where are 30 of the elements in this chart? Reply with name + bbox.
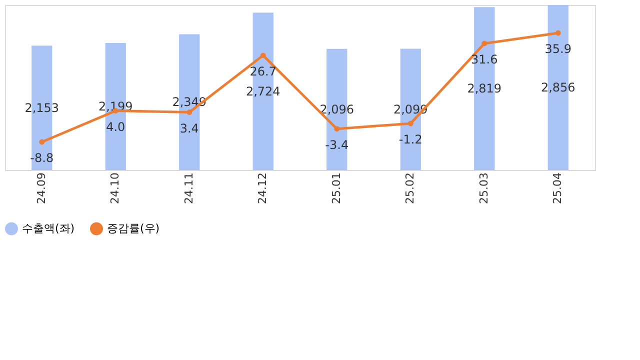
data-label: -1.2: [398, 132, 422, 146]
data-label: -8.8: [30, 151, 54, 165]
x-tick-label: 25.04: [551, 172, 564, 204]
point: [408, 120, 414, 126]
x-tick-label: 25.03: [477, 172, 490, 204]
x-tick-label: 24.09: [34, 172, 48, 204]
data-label: 2,856: [540, 80, 576, 94]
point: [186, 110, 192, 115]
point: [555, 30, 561, 36]
data-label: 31.6: [471, 52, 498, 66]
point: [482, 40, 488, 46]
data-label: 3.4: [180, 121, 199, 136]
x-tick-label: 24.10: [108, 172, 122, 204]
data-label: 2,153: [24, 100, 60, 115]
x-tick-label: 24.12: [256, 172, 270, 204]
data-label: 2,724: [246, 84, 280, 98]
data-label: 2,819: [467, 82, 502, 96]
point: [39, 139, 45, 145]
x-tick-label: 24.11: [182, 172, 196, 204]
data-label: 35.9: [544, 42, 572, 56]
x-tick-label: 25.01: [330, 172, 343, 204]
data-label: 4.0: [106, 120, 126, 134]
data-label: 26.7: [250, 64, 276, 78]
legend-label: 증감률(우): [107, 222, 160, 235]
x-tick-label: 25.02: [404, 172, 417, 204]
point: [260, 52, 266, 58]
data-label: 2,096: [320, 102, 354, 116]
legend-label: 수출액(좌): [22, 222, 75, 235]
point: [334, 126, 340, 132]
data-label: -3.4: [325, 138, 349, 152]
